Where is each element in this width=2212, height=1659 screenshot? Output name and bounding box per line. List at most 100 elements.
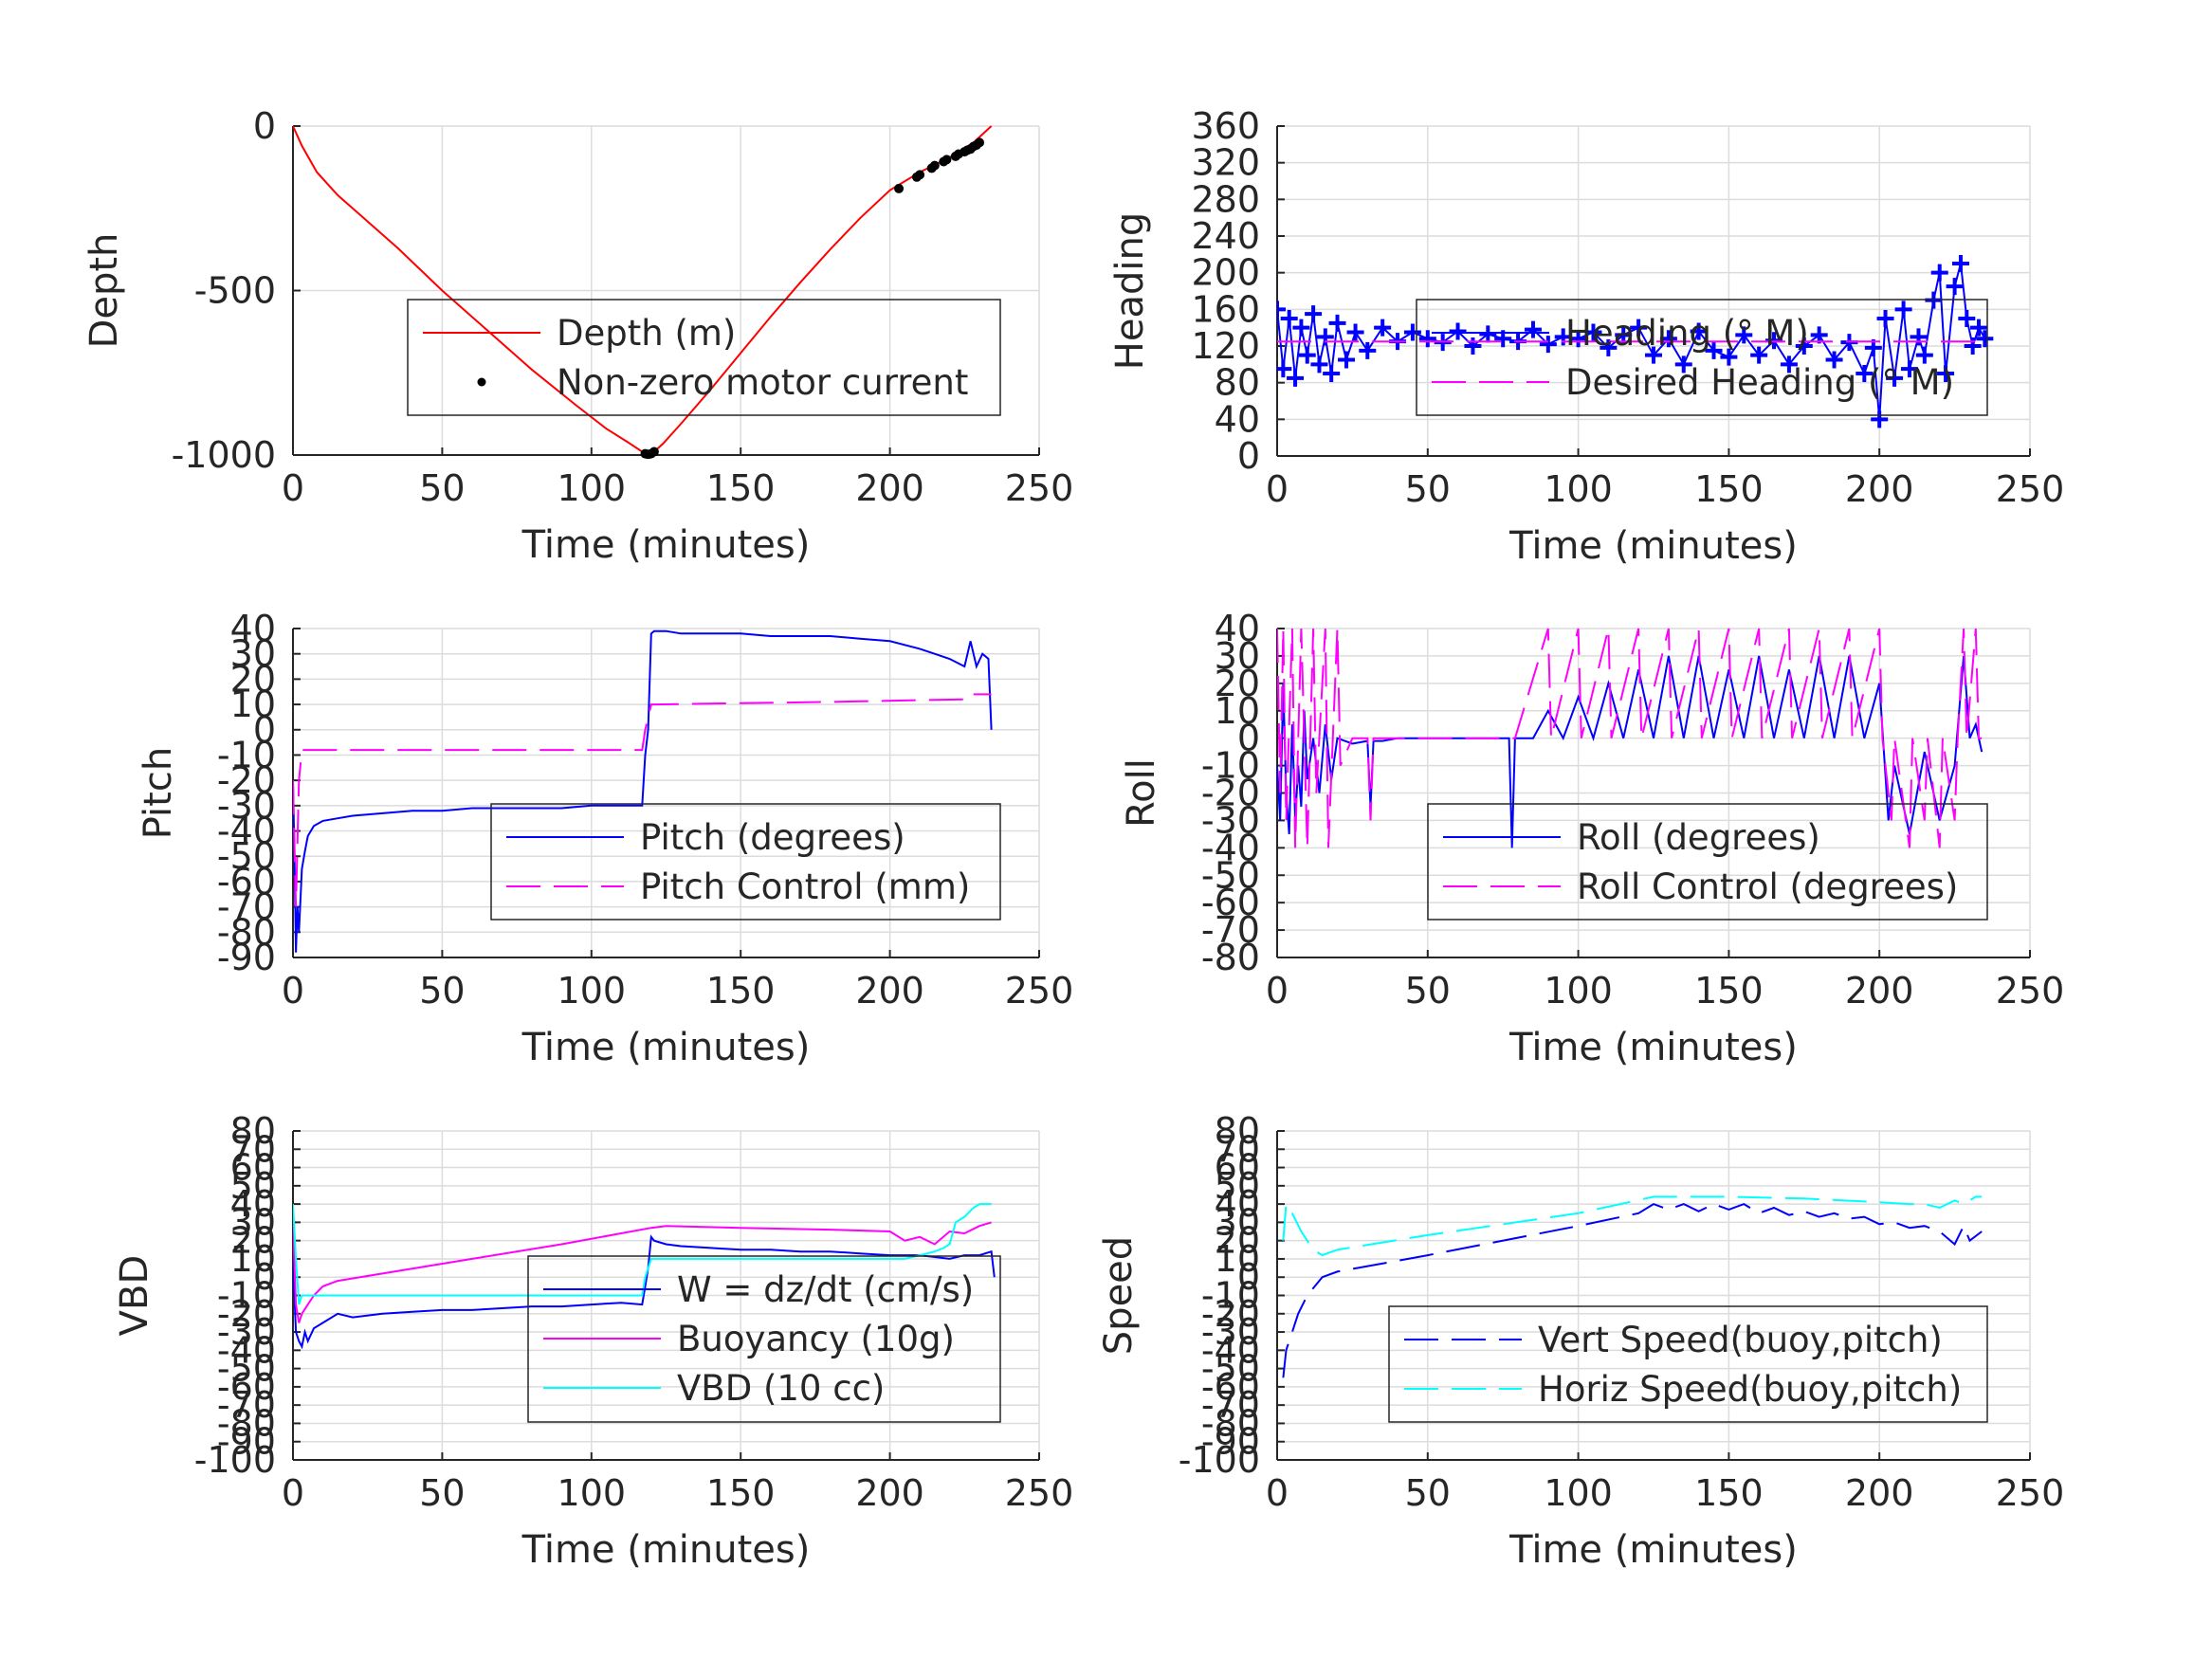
y-tick-label: -80: [1201, 1402, 1260, 1444]
y-tick-label: 280: [1191, 178, 1260, 220]
y-tick-label: 40: [230, 608, 276, 649]
x-tick-label: 250: [1005, 467, 1074, 509]
legend-roll: Roll (degrees) Roll Control (degrees): [1427, 803, 1988, 921]
chart-depth: 0 50 100 150 200 250 -1000 -500 0 Time (minutes) D…: [82, 105, 1073, 567]
series-vbd-1: [293, 1221, 992, 1323]
y-tick-label: -30: [1201, 799, 1260, 841]
data-point: [1976, 330, 1994, 348]
y-tick-label: 10: [230, 684, 276, 725]
data-point: [1328, 314, 1346, 332]
data-point: [1958, 310, 1976, 327]
y-tick-label: 20: [230, 1220, 276, 1262]
data-point: [1690, 322, 1708, 340]
y-tick-label: -40: [217, 811, 276, 852]
y-tick-label: -20: [1201, 1293, 1260, 1335]
x-tick-label: 150: [706, 970, 776, 1012]
x-tick-label: 0: [1266, 970, 1289, 1012]
data-point: [1970, 319, 1988, 337]
data-point: [1871, 410, 1889, 428]
series-roll-0: [1277, 655, 1983, 848]
y-tick-label: 0: [1237, 1256, 1260, 1298]
plot-area: [1277, 126, 2030, 456]
y-tick-label: -40: [1201, 1329, 1260, 1371]
y-tick-label: 60: [1215, 1147, 1260, 1189]
data-point: [1795, 337, 1813, 355]
x-axis-title: Time (minutes): [1508, 1528, 1798, 1572]
legend-box: [490, 803, 1001, 921]
y-tick-label: -70: [1201, 1384, 1260, 1426]
series-depth-1: [640, 137, 985, 459]
data-point: [1915, 346, 1933, 364]
x-tick-label: 0: [282, 1472, 304, 1514]
legend-box: [1416, 299, 1988, 416]
y-axis-title: Pitch: [137, 747, 180, 839]
chart-heading: 0 50 100 150 200 2500408012016020024028032036…: [1108, 105, 2064, 568]
y-tick-label: -30: [217, 1311, 276, 1353]
y-tick-label: 80: [230, 1110, 276, 1152]
legend-label: W = dz/dt (cm/s): [677, 1269, 974, 1310]
legend-vbd: W = dz/dt (cm/s) Buoyancy (10g) VBD (10 cc…: [527, 1255, 1001, 1423]
x-tick-label: 200: [855, 970, 924, 1012]
y-tick-label: -10: [1201, 1275, 1260, 1317]
y-axis-title: Heading: [1108, 212, 1152, 370]
y-tick-label: -40: [1201, 827, 1260, 868]
chart-roll: 0 50 100 150 200 250-80-70-60-50-40-30-20-100…: [1120, 608, 2064, 1069]
legend-label: Horiz Speed(buoy,pitch): [1538, 1369, 1962, 1410]
data-point: [1403, 323, 1421, 341]
data-point: [1964, 337, 1982, 355]
y-tick-label: -70: [217, 886, 276, 928]
series-speed-1: [1282, 1195, 1983, 1257]
legend-box: [1388, 1305, 1988, 1423]
y-tick-label: 30: [230, 1201, 276, 1243]
data-point: [975, 137, 985, 148]
y-tick-label: -70: [1201, 909, 1260, 951]
y-tick-label: -50: [1201, 854, 1260, 896]
x-tick-label: 0: [1266, 468, 1289, 510]
series-line: [293, 693, 992, 907]
y-tick-label: -20: [1201, 773, 1260, 814]
legend-depth: Depth (m) Non-zero motor current: [407, 299, 1001, 416]
series-vbd-0: [293, 1234, 996, 1350]
chart-vbd: 0 50 100 150 200 250-100-90-80-70-60-50-40-30…: [113, 1110, 1073, 1572]
data-point: [1359, 341, 1377, 359]
data-point: [1750, 346, 1768, 364]
y-tick-label: -90: [217, 1421, 276, 1463]
legend-box: [1427, 803, 1988, 921]
data-point: [1292, 319, 1310, 337]
y-tick-label: -50: [217, 1348, 276, 1390]
legend-label: Heading (° M): [1565, 313, 1809, 354]
x-tick-label: 50: [1405, 468, 1451, 510]
data-point: [1780, 356, 1798, 374]
y-tick-label: 40: [1215, 398, 1260, 440]
y-tick-label: -500: [194, 270, 276, 312]
series-line: [1277, 628, 1983, 848]
x-tick-label: 250: [1996, 970, 2065, 1012]
x-axis-title: Time (minutes): [521, 523, 811, 567]
y-tick-label: -70: [217, 1384, 276, 1426]
data-point: [1674, 356, 1692, 374]
data-point: [1946, 278, 1964, 296]
x-tick-label: 150: [1694, 468, 1764, 510]
series-heading-0: [1277, 255, 1994, 428]
legend-speed: Vert Speed(buoy,pitch) Horiz Speed(buoy,p…: [1388, 1305, 1988, 1423]
data-point: [1449, 322, 1467, 340]
data-point: [1600, 338, 1618, 356]
data-point: [1323, 365, 1341, 382]
y-tick-label: -100: [194, 1439, 276, 1481]
y-tick-label: 80: [1215, 1110, 1260, 1152]
y-tick-label: 120: [1191, 325, 1260, 367]
y-tick-label: 240: [1191, 215, 1260, 257]
y-tick-label: 50: [1215, 1165, 1260, 1207]
x-tick-label: 50: [1405, 1472, 1451, 1514]
y-tick-label: -80: [217, 911, 276, 953]
legend-label: VBD (10 cc): [677, 1368, 885, 1409]
y-tick-label: -90: [217, 937, 276, 978]
y-tick-label: 80: [1215, 362, 1260, 404]
chart-pitch: 0 50 100 150 200 250-90-80-70-60-50-40-30-20-…: [137, 608, 1073, 1069]
data-point: [1316, 328, 1334, 346]
y-tick-label: 200: [1191, 252, 1260, 294]
data-point: [1705, 341, 1723, 359]
x-tick-label: 150: [706, 1472, 776, 1514]
y-tick-label: 40: [230, 1183, 276, 1225]
